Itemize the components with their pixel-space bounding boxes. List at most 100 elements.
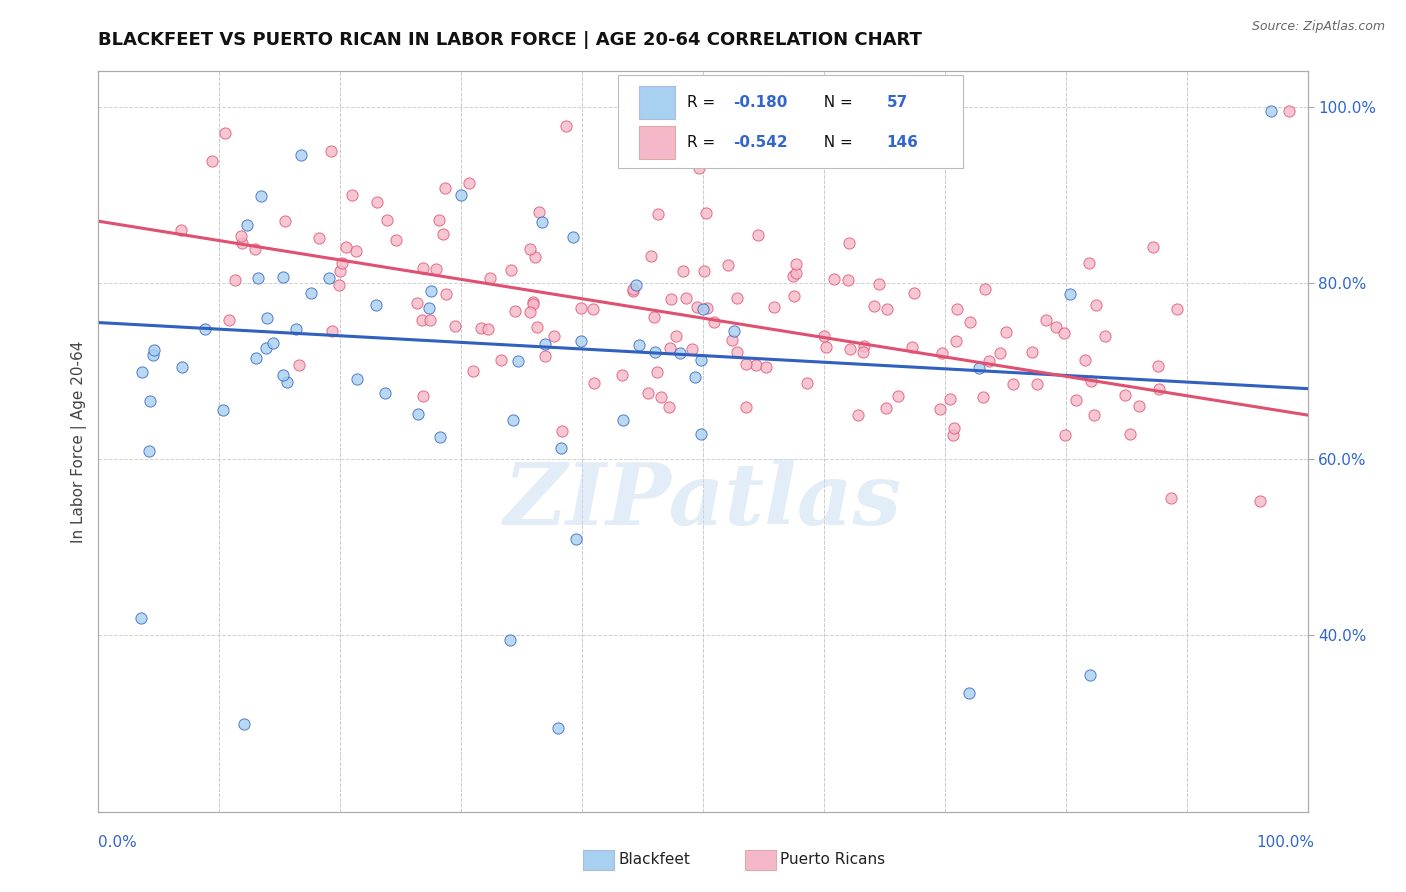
Point (1021, 345, 1043, 359)
Point (785, 267, 807, 281)
Point (1025, 376, 1047, 391)
Point (461, 364, 484, 378)
Point (823, 272, 845, 286)
Point (1084, 297, 1107, 311)
Point (644, 345, 666, 359)
Point (427, 213, 450, 227)
Point (214, 126, 236, 140)
Point (321, 324, 343, 338)
Point (551, 424, 574, 438)
Point (364, 298, 387, 312)
Point (681, 342, 703, 356)
Point (796, 376, 818, 390)
Point (721, 333, 744, 347)
Point (977, 354, 1000, 368)
Point (533, 349, 555, 363)
Point (419, 313, 441, 327)
Point (863, 299, 886, 313)
Point (429, 430, 451, 444)
Point (688, 161, 710, 175)
Point (837, 273, 859, 287)
Point (569, 301, 592, 315)
Point (330, 256, 353, 270)
Point (245, 351, 267, 365)
Point (685, 370, 707, 384)
Point (340, 187, 363, 202)
Point (366, 195, 388, 210)
Point (290, 147, 312, 161)
Point (458, 176, 481, 190)
Point (412, 260, 434, 275)
Point (1059, 286, 1081, 301)
Point (564, 532, 586, 546)
Point (1045, 319, 1067, 334)
Point (645, 365, 668, 379)
Point (696, 301, 718, 315)
Point (477, 321, 499, 335)
Point (374, 386, 396, 401)
Point (747, 227, 769, 242)
Point (232, 716, 254, 731)
Point (647, 207, 669, 221)
Point (411, 313, 433, 327)
Point (262, 336, 284, 351)
Text: R =: R = (688, 135, 720, 150)
Point (693, 264, 716, 278)
Point (1083, 408, 1105, 422)
Point (499, 633, 522, 648)
Point (547, 721, 569, 735)
Point (990, 346, 1012, 360)
Point (1077, 256, 1099, 270)
Point (945, 302, 967, 317)
Point (246, 270, 269, 285)
Point (502, 413, 524, 427)
Point (444, 319, 467, 334)
Point (470, 321, 492, 335)
Point (665, 329, 688, 343)
Point (419, 284, 441, 298)
Point (839, 342, 862, 356)
Point (569, 334, 592, 349)
Point (782, 269, 804, 284)
Point (319, 145, 342, 159)
Point (621, 285, 644, 299)
Point (813, 329, 835, 343)
Point (527, 205, 550, 219)
Point (942, 421, 965, 435)
Point (142, 348, 165, 362)
Text: -0.542: -0.542 (734, 135, 787, 150)
Point (284, 322, 307, 336)
Point (685, 300, 707, 314)
Point (1146, 359, 1168, 373)
Point (1128, 400, 1150, 414)
Point (692, 301, 714, 316)
Point (138, 443, 160, 458)
Point (853, 339, 876, 353)
Text: N =: N = (814, 135, 858, 150)
Bar (638, 127, 675, 159)
Point (734, 357, 756, 371)
Point (725, 345, 748, 359)
Point (271, 368, 294, 382)
Point (139, 393, 162, 408)
Point (659, 293, 682, 307)
Point (318, 271, 340, 285)
Point (672, 264, 695, 278)
Point (626, 277, 648, 292)
Point (218, 313, 240, 327)
Point (875, 401, 897, 415)
Point (690, 427, 713, 442)
FancyBboxPatch shape (619, 75, 963, 168)
Point (972, 390, 994, 404)
Text: -0.180: -0.180 (734, 95, 787, 110)
Point (1035, 313, 1057, 327)
Point (959, 315, 981, 329)
Point (969, 361, 991, 376)
Point (929, 402, 952, 417)
Point (612, 412, 634, 426)
Point (1074, 353, 1097, 368)
Point (783, 288, 806, 302)
Point (583, 376, 606, 390)
Point (1166, 301, 1188, 316)
Point (695, 205, 717, 219)
